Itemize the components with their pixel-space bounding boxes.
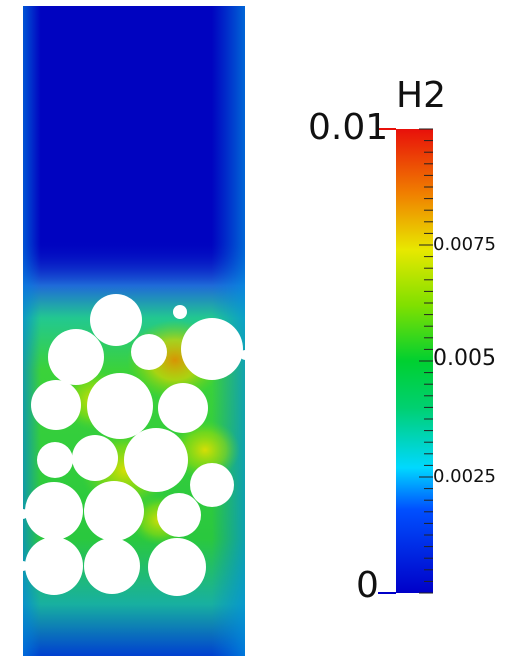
particle bbox=[31, 380, 81, 430]
colorbar-tick-label: 0.0075 bbox=[433, 234, 496, 255]
particle bbox=[25, 537, 83, 595]
particle bbox=[87, 373, 153, 439]
colorbar-tick-label: 0.005 bbox=[433, 346, 496, 371]
colorbar-max-label: 0.01 bbox=[308, 107, 389, 148]
particle bbox=[48, 329, 104, 385]
particle bbox=[181, 318, 243, 380]
particle-bed bbox=[18, 294, 250, 596]
colorbar-min-label: 0 bbox=[356, 565, 379, 606]
particle bbox=[240, 350, 250, 360]
particle bbox=[18, 509, 28, 519]
particle bbox=[124, 428, 188, 492]
particle bbox=[158, 383, 208, 433]
particle bbox=[25, 482, 83, 540]
particle bbox=[131, 334, 167, 370]
particle bbox=[84, 538, 140, 594]
colorbar-title: H2 bbox=[396, 75, 446, 116]
particle bbox=[18, 561, 28, 571]
particle bbox=[90, 294, 142, 346]
particle bbox=[148, 538, 206, 596]
colorbar-minor-ticks bbox=[419, 128, 433, 594]
particle bbox=[157, 493, 201, 537]
particle bbox=[72, 435, 118, 481]
particle bbox=[84, 481, 144, 541]
colorbar bbox=[378, 128, 433, 594]
particle bbox=[37, 442, 73, 478]
particle bbox=[190, 463, 234, 507]
colorbar-tick-label: 0.0025 bbox=[433, 466, 496, 487]
particle bbox=[173, 305, 187, 319]
